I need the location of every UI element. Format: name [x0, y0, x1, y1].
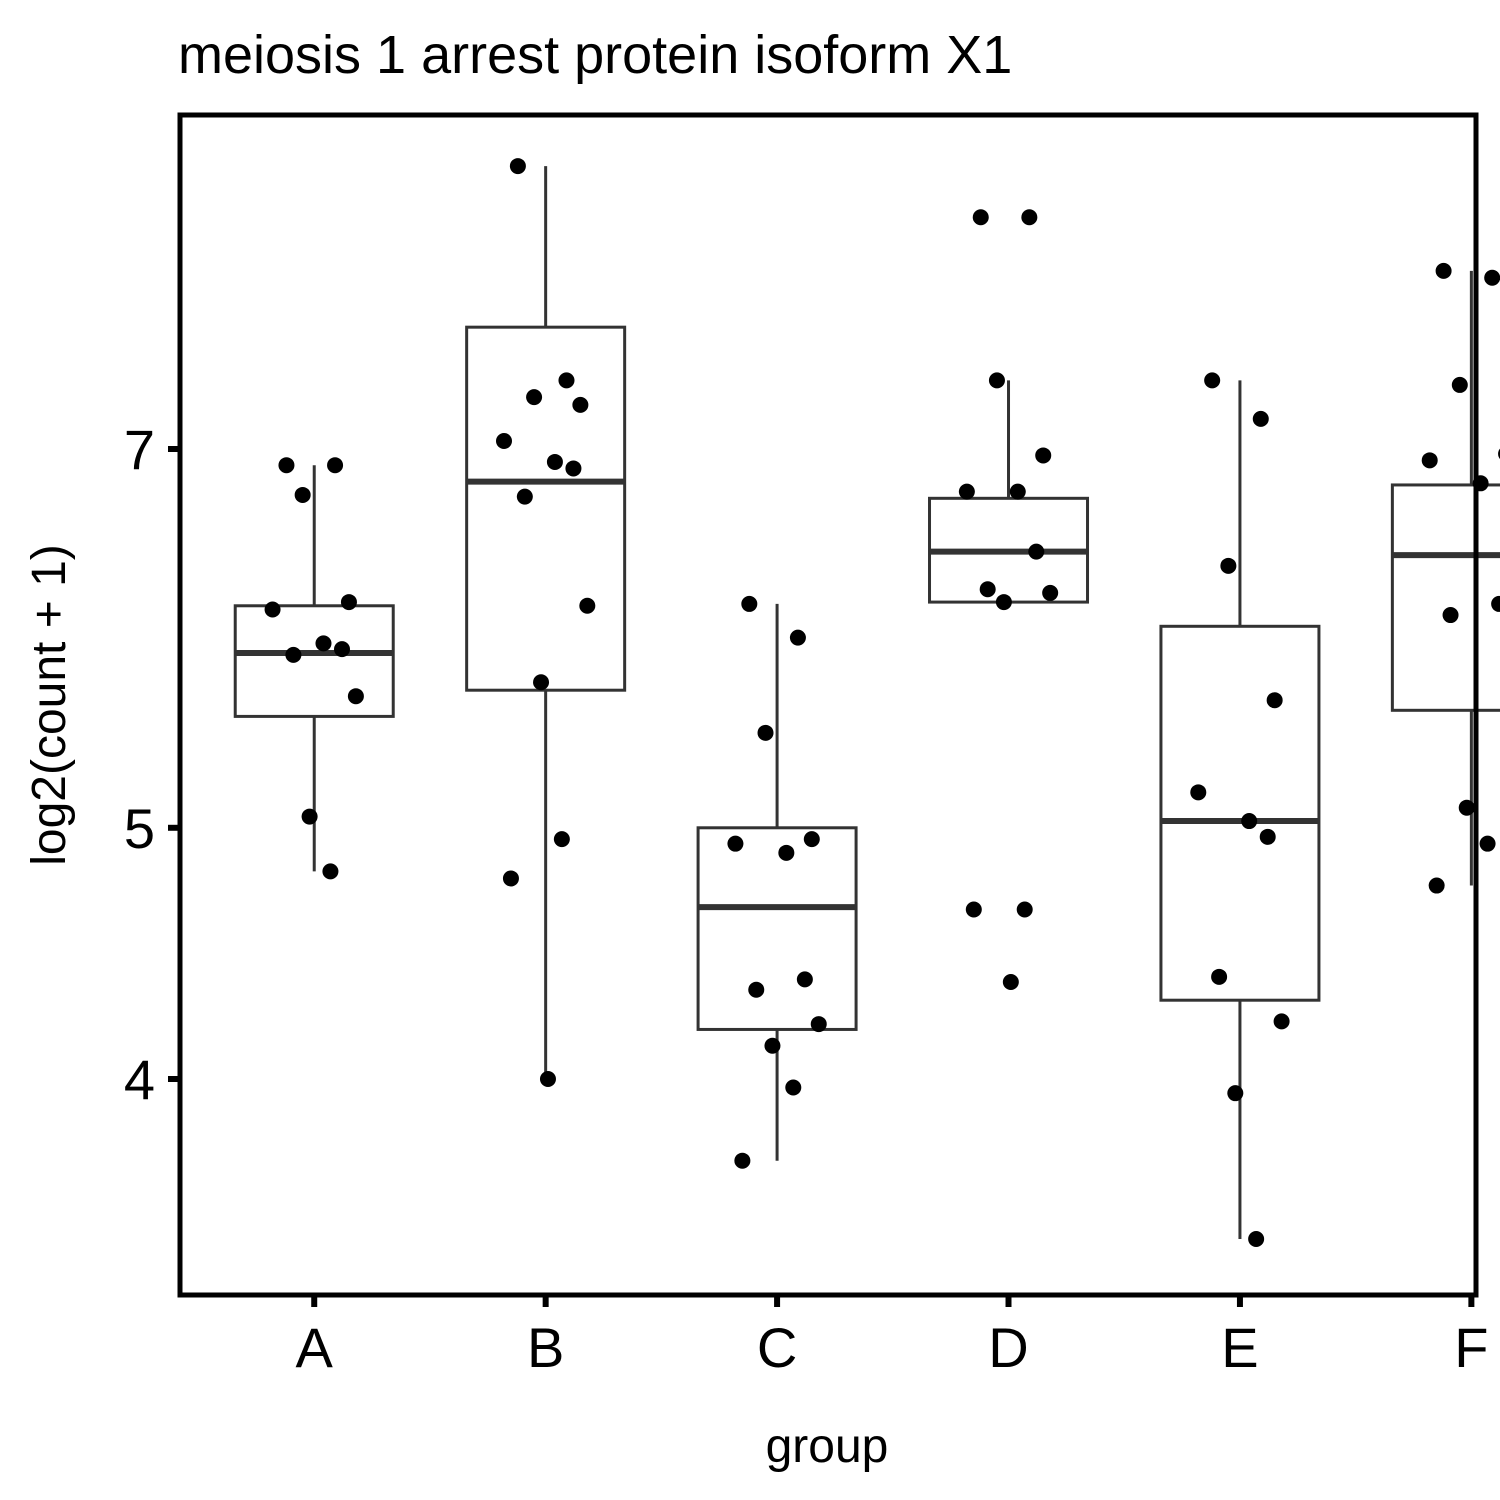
data-point-C — [803, 831, 820, 848]
data-point-D — [1035, 447, 1052, 464]
data-point-A — [340, 594, 357, 611]
data-point-C — [785, 1079, 802, 1096]
data-point-B — [553, 831, 570, 848]
data-point-B — [558, 372, 575, 389]
x-tick-label-F: F — [1454, 1316, 1488, 1379]
data-point-D — [965, 901, 982, 918]
y-tick-label-4: 4 — [124, 1048, 155, 1111]
data-point-C — [741, 595, 758, 612]
data-point-B — [526, 389, 543, 406]
data-point-E — [1211, 968, 1228, 985]
data-point-A — [294, 486, 311, 503]
y-tick-label-7: 7 — [124, 418, 155, 481]
y-tick-label-5: 5 — [124, 797, 155, 860]
data-point-B — [539, 1071, 556, 1087]
data-point-B — [572, 396, 589, 413]
data-point-C — [789, 629, 806, 646]
data-point-D — [979, 581, 996, 598]
data-point-E — [1259, 828, 1276, 845]
data-point-F — [1451, 376, 1468, 393]
chart-title: meiosis 1 arrest protein isoform X1 — [178, 25, 1012, 85]
plot-area — [233, 158, 1500, 1248]
data-point-F — [1458, 799, 1475, 816]
data-point-F — [1435, 262, 1452, 279]
data-point-B — [502, 870, 519, 887]
data-point-E — [1248, 1231, 1265, 1248]
panel-border — [177, 112, 1479, 1298]
data-point-B — [516, 488, 533, 505]
data-point-A — [327, 457, 344, 474]
data-point-D — [988, 372, 1005, 389]
data-point-C — [748, 981, 765, 998]
data-point-C — [757, 724, 774, 741]
data-point-E — [1204, 372, 1221, 389]
data-point-D — [1042, 584, 1059, 601]
x-tick-label-C: C — [757, 1316, 797, 1379]
data-point-A — [347, 688, 364, 705]
data-point-A — [301, 808, 318, 825]
data-point-B — [565, 460, 582, 477]
box-B — [465, 325, 627, 692]
data-point-C — [764, 1037, 781, 1054]
data-point-E — [1273, 1013, 1290, 1030]
data-point-F — [1442, 607, 1459, 624]
data-point-D — [1021, 209, 1038, 226]
data-point-F — [1479, 835, 1496, 852]
data-point-A — [264, 601, 281, 618]
data-point-C — [727, 835, 744, 852]
x-tick-label-E: E — [1221, 1316, 1258, 1379]
data-point-C — [796, 971, 813, 988]
data-point-A — [278, 457, 295, 474]
data-point-C — [734, 1152, 751, 1169]
data-point-E — [1266, 692, 1283, 709]
data-point-B — [496, 432, 512, 449]
x-axis-label: group — [766, 1420, 889, 1473]
x-tick-label-A: A — [296, 1316, 334, 1379]
box-F — [1390, 483, 1500, 712]
data-point-E — [1252, 410, 1269, 427]
x-tick-label-B: B — [527, 1316, 564, 1379]
data-point-B — [509, 158, 526, 175]
data-point-F — [1484, 269, 1500, 286]
data-point-D — [1002, 973, 1019, 990]
data-point-B — [579, 597, 596, 614]
data-point-D — [1009, 483, 1026, 500]
y-axis-label: log2(count + 1) — [23, 544, 76, 866]
data-point-C — [778, 844, 795, 861]
data-point-D — [1016, 901, 1033, 918]
data-point-E — [1241, 813, 1258, 830]
data-point-A — [322, 863, 339, 880]
data-point-D — [1028, 543, 1045, 560]
data-point-A — [285, 646, 302, 663]
data-point-F — [1421, 452, 1438, 469]
box-E — [1159, 624, 1321, 1002]
box-C — [696, 826, 858, 1031]
data-point-C — [810, 1016, 827, 1033]
data-point-E — [1227, 1085, 1244, 1102]
data-point-D — [972, 209, 989, 226]
data-point-E — [1190, 784, 1207, 801]
box-A — [233, 604, 395, 718]
data-point-A — [334, 641, 350, 658]
data-point-F — [1491, 595, 1500, 612]
data-point-B — [546, 453, 563, 470]
data-point-E — [1220, 557, 1237, 574]
data-point-D — [958, 483, 975, 500]
data-point-A — [315, 635, 332, 652]
data-point-D — [995, 594, 1012, 611]
x-tick-label-D: D — [988, 1316, 1028, 1379]
axes: A B C D E F 4 5 7 — [124, 418, 1489, 1379]
data-point-F — [1428, 877, 1445, 894]
data-point-B — [533, 674, 550, 691]
